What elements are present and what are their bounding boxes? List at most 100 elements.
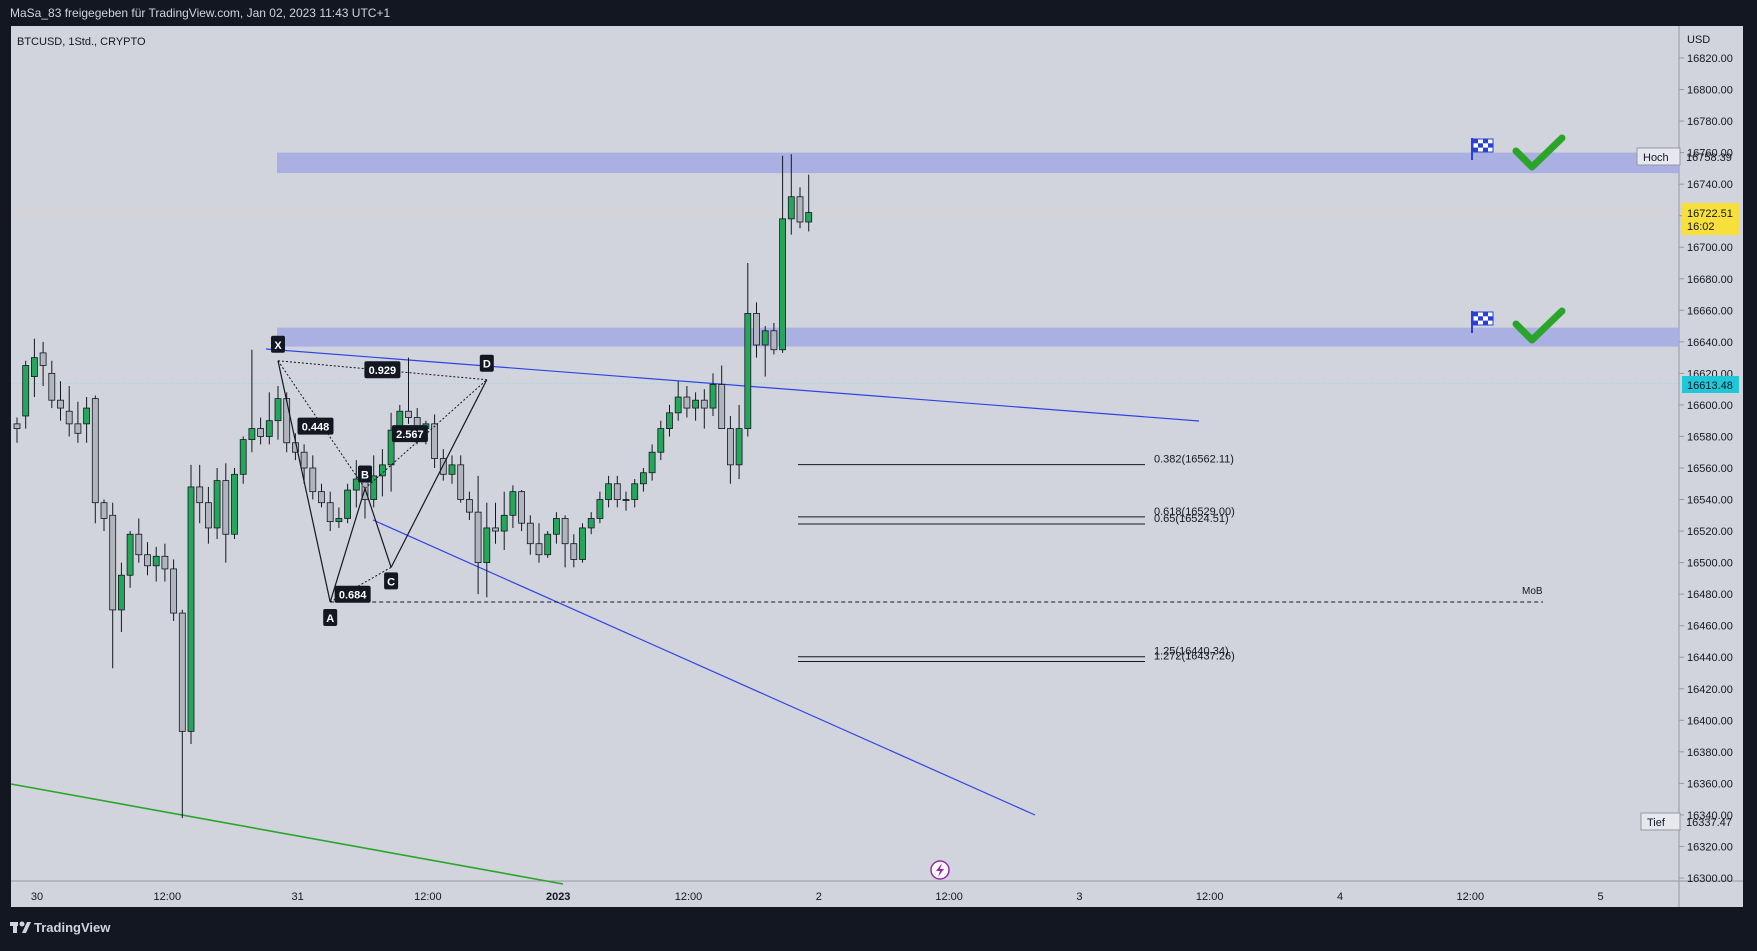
candle[interactable]	[239, 436, 247, 484]
candle[interactable]	[257, 417, 265, 445]
candle[interactable]	[222, 463, 230, 563]
candle[interactable]	[74, 401, 82, 443]
lightning-icon[interactable]	[930, 860, 950, 880]
resistance-zone[interactable]	[277, 152, 1679, 174]
candle[interactable]	[553, 512, 560, 544]
candle[interactable]	[352, 460, 360, 508]
candle[interactable]	[213, 468, 221, 539]
pattern-point-box	[358, 465, 372, 483]
candle[interactable]	[753, 302, 760, 358]
tradingview-logo[interactable]: TradingView	[10, 920, 111, 935]
candle[interactable]	[326, 491, 334, 532]
candle[interactable]	[30, 338, 38, 398]
candle[interactable]	[300, 444, 308, 484]
candle[interactable]	[265, 392, 273, 445]
candle[interactable]	[640, 468, 647, 492]
candle[interactable]	[22, 360, 30, 429]
time-tick-label: 12:00	[414, 891, 442, 903]
candle[interactable]	[518, 490, 525, 532]
candle[interactable]	[144, 542, 151, 576]
candle[interactable]	[48, 360, 56, 409]
candle[interactable]	[309, 455, 317, 500]
candle[interactable]	[579, 523, 586, 563]
candle[interactable]	[83, 397, 90, 443]
candle[interactable]	[474, 475, 482, 595]
candle[interactable]	[613, 475, 621, 508]
candle-body	[109, 514, 117, 611]
candle[interactable]	[561, 515, 569, 568]
candle[interactable]	[622, 491, 630, 511]
candle[interactable]	[431, 414, 439, 468]
candle[interactable]	[657, 420, 665, 461]
candle[interactable]	[605, 475, 612, 508]
candle[interactable]	[126, 531, 134, 588]
candle[interactable]	[13, 417, 21, 443]
candle[interactable]	[318, 483, 325, 508]
price-tick-label: 16780.00	[1687, 116, 1733, 128]
candle[interactable]	[727, 415, 734, 484]
candle[interactable]	[692, 392, 699, 421]
candle[interactable]	[761, 326, 769, 377]
candle[interactable]	[152, 546, 160, 582]
candle[interactable]	[100, 499, 108, 532]
candle[interactable]	[196, 464, 204, 524]
candle[interactable]	[509, 485, 517, 528]
candle[interactable]	[344, 483, 352, 524]
candle[interactable]	[378, 449, 386, 497]
candle[interactable]	[135, 518, 143, 563]
candle[interactable]	[700, 389, 708, 429]
candle[interactable]	[91, 395, 99, 524]
candle[interactable]	[57, 381, 64, 421]
candle[interactable]	[544, 531, 552, 558]
candle[interactable]	[570, 534, 578, 568]
candle[interactable]	[387, 412, 395, 492]
candle[interactable]	[596, 491, 604, 524]
candle[interactable]	[109, 502, 117, 669]
candle[interactable]	[465, 491, 473, 521]
candle[interactable]	[666, 404, 673, 437]
candle[interactable]	[405, 357, 412, 424]
candle[interactable]	[709, 373, 717, 416]
candle[interactable]	[735, 404, 743, 480]
candle[interactable]	[648, 444, 656, 481]
candle[interactable]	[587, 512, 595, 535]
candle[interactable]	[335, 507, 343, 528]
candle[interactable]	[483, 502, 491, 598]
candle[interactable]	[161, 543, 169, 582]
candle[interactable]	[805, 174, 813, 232]
candle[interactable]	[535, 523, 543, 563]
price-tick-label: 16460.00	[1687, 621, 1733, 633]
candle[interactable]	[674, 381, 682, 421]
candle[interactable]	[65, 386, 73, 437]
candle[interactable]	[770, 322, 778, 355]
candle[interactable]	[631, 479, 639, 508]
candle[interactable]	[779, 155, 786, 353]
candle[interactable]	[796, 187, 804, 229]
candle[interactable]	[370, 455, 378, 508]
candle[interactable]	[492, 502, 499, 544]
pattern-point-label: C	[387, 576, 395, 588]
green-support-line[interactable]	[10, 783, 564, 885]
candle[interactable]	[248, 349, 256, 453]
candle[interactable]	[274, 386, 282, 440]
candle[interactable]	[39, 341, 47, 386]
candle[interactable]	[457, 455, 465, 503]
candle[interactable]	[231, 468, 238, 539]
candle[interactable]	[178, 609, 186, 819]
candle[interactable]	[744, 263, 752, 437]
candle[interactable]	[683, 386, 691, 418]
candle[interactable]	[787, 154, 795, 235]
upper-trendline[interactable]	[265, 348, 1200, 422]
lower-trendline[interactable]	[372, 519, 1036, 816]
candle[interactable]	[118, 562, 125, 632]
candle[interactable]	[170, 559, 178, 621]
candle[interactable]	[448, 455, 456, 484]
candle[interactable]	[204, 486, 212, 544]
candle[interactable]	[526, 515, 534, 555]
candle[interactable]	[500, 491, 508, 550]
candle[interactable]	[187, 464, 195, 744]
resistance-zone[interactable]	[277, 327, 1679, 347]
pattern-ratio-box	[334, 585, 371, 603]
candle-body	[727, 428, 734, 466]
candle[interactable]	[718, 365, 726, 429]
